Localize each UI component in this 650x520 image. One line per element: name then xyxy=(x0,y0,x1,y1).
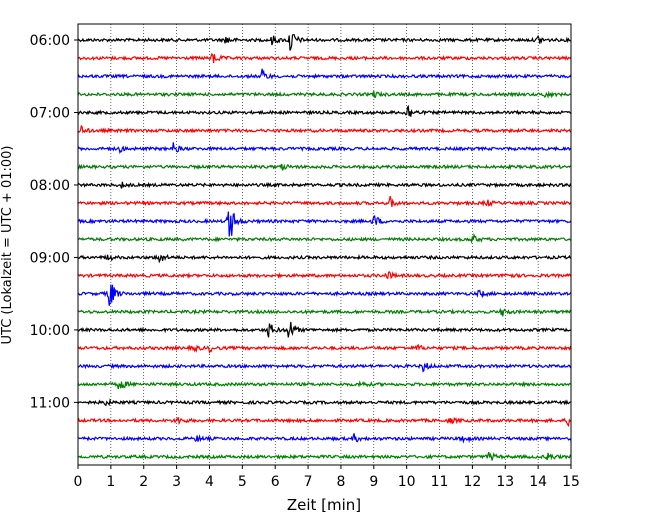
x-axis-label: Zeit [min] xyxy=(287,496,361,514)
trace-line xyxy=(77,68,572,80)
trace-line xyxy=(77,321,572,338)
trace-line xyxy=(77,90,572,99)
y-tick-label: 07:00 xyxy=(30,105,70,121)
seismic-traces xyxy=(77,33,572,461)
trace-line xyxy=(77,343,572,354)
y-axis-ticks: 06:00 07:00 08:00 09:00 10:00 11:00 xyxy=(30,33,78,411)
trace-line xyxy=(77,142,572,155)
trace-line xyxy=(77,33,572,51)
trace-line xyxy=(77,124,572,134)
x-tick-label: 8 xyxy=(336,474,345,490)
x-tick-label: 7 xyxy=(304,474,313,490)
x-axis-ticks: 0 1 2 3 4 5 6 7 8 9 10 11 12 13 14 15 xyxy=(74,465,580,490)
trace-line xyxy=(77,433,572,444)
plot-frame xyxy=(77,23,572,466)
vertical-grid xyxy=(110,24,539,465)
trace-line xyxy=(77,253,572,264)
y-tick-label: 10:00 xyxy=(30,323,70,339)
x-tick-label: 13 xyxy=(496,474,514,490)
x-tick-label: 1 xyxy=(106,474,115,490)
trace-line xyxy=(77,181,572,189)
x-tick-label: 6 xyxy=(271,474,280,490)
x-tick-label: 14 xyxy=(529,474,547,490)
trace-line xyxy=(77,271,572,280)
x-tick-label: 4 xyxy=(205,474,214,490)
x-tick-label: 11 xyxy=(431,474,449,490)
y-tick-label: 11:00 xyxy=(30,395,70,411)
x-tick-label: 2 xyxy=(139,474,148,490)
trace-line xyxy=(77,307,572,317)
x-tick-label: 5 xyxy=(238,474,247,490)
trace-line xyxy=(77,163,572,171)
trace-line xyxy=(77,232,572,245)
trace-line xyxy=(77,195,572,208)
x-tick-label: 9 xyxy=(369,474,378,490)
trace-line xyxy=(77,380,572,390)
trace-line xyxy=(77,52,572,64)
y-tick-label: 08:00 xyxy=(30,178,70,194)
y-axis-label: UTC (Lokalzeit = UTC + 01:00) xyxy=(0,146,15,345)
trace-line xyxy=(77,211,572,237)
x-tick-label: 12 xyxy=(463,474,481,490)
trace-line xyxy=(77,398,571,407)
y-tick-label: 09:00 xyxy=(30,250,70,266)
x-tick-label: 3 xyxy=(172,474,181,490)
y-tick-label: 06:00 xyxy=(30,33,70,49)
x-tick-label: 15 xyxy=(562,474,580,490)
trace-line xyxy=(77,451,572,461)
x-tick-label: 0 xyxy=(74,474,83,490)
trace-line xyxy=(77,362,572,373)
trace-line xyxy=(77,104,572,117)
trace-line xyxy=(77,416,572,428)
trace-line xyxy=(77,284,572,306)
x-tick-label: 10 xyxy=(398,474,416,490)
